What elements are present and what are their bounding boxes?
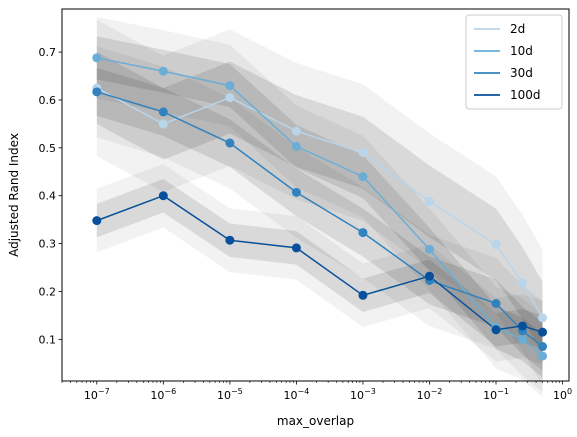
point-2d bbox=[358, 148, 368, 158]
point-2d bbox=[291, 126, 301, 136]
point-30d bbox=[291, 187, 301, 197]
point-2d bbox=[158, 119, 168, 129]
y-axis-label: Adjusted Rand Index bbox=[7, 133, 21, 257]
point-10d bbox=[225, 81, 235, 91]
band-30d-inner bbox=[96, 67, 543, 371]
point-2d bbox=[225, 93, 235, 103]
point-100d bbox=[291, 243, 301, 253]
point-100d bbox=[158, 191, 168, 201]
point-100d bbox=[358, 290, 368, 300]
legend: 2d 10d 30d 100d bbox=[465, 14, 563, 110]
point-100d bbox=[225, 235, 235, 245]
y-tick-label: 0.5 bbox=[39, 142, 57, 155]
point-30d bbox=[358, 228, 368, 238]
y-tick-label: 0.4 bbox=[39, 190, 57, 203]
point-2d bbox=[491, 240, 501, 250]
series-points bbox=[92, 53, 548, 361]
x-tick-label: 10−4 bbox=[284, 387, 310, 402]
point-2d bbox=[424, 196, 434, 206]
band-10d-inner bbox=[96, 36, 543, 378]
x-tick-label: 100 bbox=[553, 387, 572, 402]
legend-label: 100d bbox=[510, 88, 541, 102]
y-axis-ticks: 0.1 0.2 0.3 0.4 0.5 0.6 0.7 bbox=[39, 46, 62, 346]
point-30d bbox=[92, 87, 102, 97]
point-2d bbox=[517, 278, 527, 288]
band-2d-outer bbox=[96, 19, 543, 387]
point-2d bbox=[538, 313, 548, 323]
x-axis-ticks: 10−7 10−6 10−5 10−4 10−3 10−2 10−1 100 bbox=[61, 381, 572, 402]
y-tick-label: 0.1 bbox=[39, 333, 57, 346]
legend-box bbox=[465, 14, 563, 110]
point-10d bbox=[424, 244, 434, 254]
band-10d-outer bbox=[96, 16, 543, 398]
x-tick-label: 10−2 bbox=[417, 387, 443, 402]
point-30d bbox=[225, 138, 235, 148]
point-10d bbox=[291, 141, 301, 151]
point-100d bbox=[92, 216, 102, 226]
y-tick-label: 0.7 bbox=[39, 46, 57, 59]
point-30d bbox=[158, 107, 168, 117]
y-tick-label: 0.6 bbox=[39, 94, 57, 107]
point-30d bbox=[538, 342, 548, 352]
point-100d bbox=[491, 325, 501, 335]
legend-label: 10d bbox=[510, 44, 533, 58]
x-tick-label: 10−7 bbox=[84, 387, 110, 402]
point-100d bbox=[517, 321, 527, 331]
legend-label: 30d bbox=[510, 66, 533, 80]
x-tick-label: 10−5 bbox=[217, 387, 243, 402]
point-10d bbox=[538, 351, 548, 361]
x-tick-label: 10−6 bbox=[150, 387, 176, 402]
y-tick-label: 0.3 bbox=[39, 238, 57, 251]
x-tick-label: 10−3 bbox=[350, 387, 376, 402]
point-30d bbox=[491, 298, 501, 308]
point-10d bbox=[358, 172, 368, 182]
band-2d-inner bbox=[96, 52, 543, 354]
legend-label: 2d bbox=[510, 22, 525, 36]
point-10d bbox=[517, 334, 527, 344]
point-10d bbox=[158, 66, 168, 76]
x-tick-label: 10−1 bbox=[483, 387, 509, 402]
point-100d bbox=[538, 327, 548, 337]
point-100d bbox=[424, 271, 434, 281]
y-tick-label: 0.2 bbox=[39, 285, 57, 298]
x-axis-label: max_overlap bbox=[277, 414, 354, 428]
point-10d bbox=[92, 53, 102, 63]
plot-frame bbox=[61, 8, 570, 382]
